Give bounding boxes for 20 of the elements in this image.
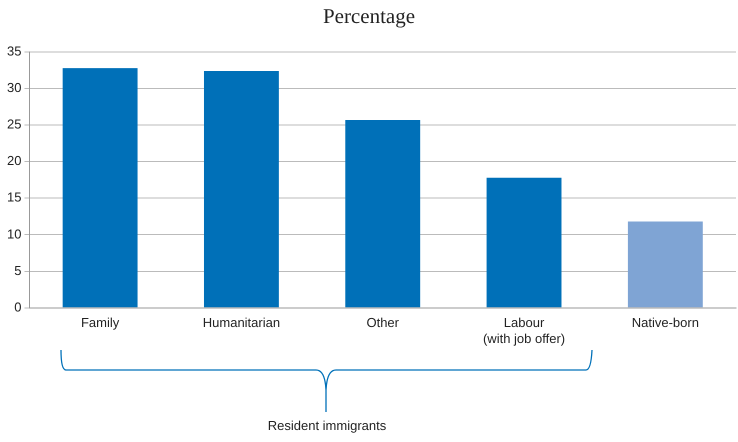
- x-tick-label: Labour (with job offer): [482, 315, 566, 346]
- bar: [204, 71, 279, 308]
- bar: [345, 120, 420, 308]
- x-tick-label: Family: [80, 315, 120, 330]
- x-tick-label: Native-born: [632, 315, 699, 330]
- y-tick-label: 30: [6, 80, 22, 96]
- y-tick-label: 5: [14, 262, 22, 278]
- bar: [486, 178, 562, 308]
- y-tick-label: 20: [6, 153, 22, 168]
- y-tick-label: 35: [6, 44, 22, 59]
- x-tick-label: Humanitarian: [202, 315, 280, 330]
- bar: [628, 222, 703, 308]
- bar: [62, 68, 138, 308]
- y-tick-label: 10: [6, 226, 22, 242]
- chart-title: Percentage: [322, 4, 416, 29]
- y-tick-label: 0: [14, 299, 22, 314]
- y-tick-label: 25: [6, 116, 22, 132]
- x-tick-label: Other: [366, 315, 400, 330]
- text: Resident immigrants: [266, 418, 388, 433]
- y-tick-label: 15: [6, 190, 22, 205]
